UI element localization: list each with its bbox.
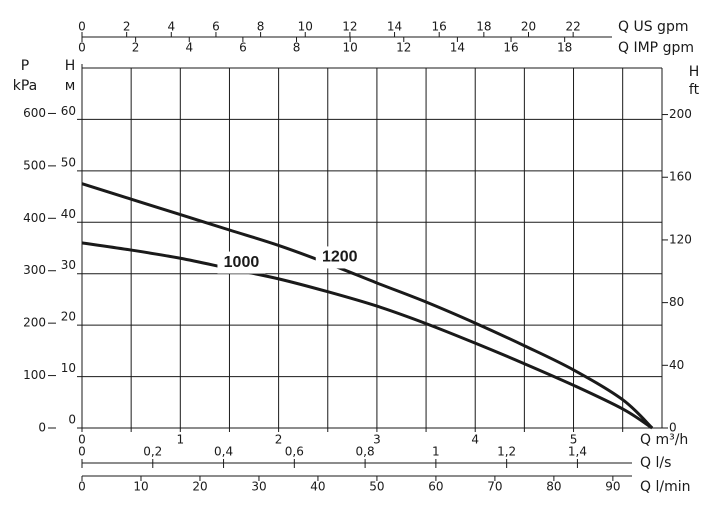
m-label: м xyxy=(65,78,76,94)
curve-label-bg xyxy=(217,251,266,274)
tick-label: 0,6 xyxy=(285,445,304,459)
tick-label: 1 xyxy=(432,445,440,459)
tick-label: 6 xyxy=(212,20,220,34)
tick-label: 400 xyxy=(23,211,46,225)
h-label: H xyxy=(65,58,76,74)
y-tick-label: 50 xyxy=(61,155,76,169)
x-tick-label: 3 xyxy=(373,433,381,447)
tick-label: 10 xyxy=(343,41,358,55)
x-tick-label: 2 xyxy=(275,433,283,447)
ls-label: Q l/s xyxy=(640,455,671,471)
tick-label: 0,2 xyxy=(143,445,162,459)
tick-label: 40 xyxy=(310,480,325,494)
tick-label: 16 xyxy=(432,20,447,34)
tick-label: 90 xyxy=(605,480,620,494)
y-tick-label: 60 xyxy=(61,104,76,118)
y-tick-label: 40 xyxy=(61,207,76,221)
tick-label: 1,2 xyxy=(497,445,516,459)
x-tick-label: 1 xyxy=(176,433,184,447)
tick-label: 600 xyxy=(23,106,46,120)
tick-label: 8 xyxy=(257,20,265,34)
tick-label: 0 xyxy=(78,41,86,55)
tick-label: 0 xyxy=(669,421,677,435)
tick-label: 80 xyxy=(669,295,684,309)
tick-label: 80 xyxy=(546,480,561,494)
tick-label: 0 xyxy=(78,480,86,494)
tick-label: 0,8 xyxy=(356,445,375,459)
tick-label: 16 xyxy=(503,41,518,55)
p-label: P xyxy=(21,58,29,74)
y-tick-label: 20 xyxy=(61,310,76,324)
curve-label: 1200 xyxy=(322,249,358,266)
tick-label: 200 xyxy=(23,316,46,330)
x-tick-label: 5 xyxy=(570,433,578,447)
tick-label: 30 xyxy=(251,480,266,494)
tick-label: 0,4 xyxy=(214,445,233,459)
tick-label: 2 xyxy=(123,20,131,34)
ft-label: ft xyxy=(689,82,700,98)
curve-label: 1000 xyxy=(224,254,260,271)
h-ft-label: H xyxy=(689,64,700,80)
m3h-label: Q m³/h xyxy=(640,432,688,448)
tick-label: 0 xyxy=(38,421,46,435)
tick-label: 2 xyxy=(132,41,140,55)
tick-label: 6 xyxy=(239,41,247,55)
imp-gpm-label: Q IMP gpm xyxy=(618,40,694,56)
tick-label: 200 xyxy=(669,107,692,121)
tick-label: 20 xyxy=(192,480,207,494)
tick-label: 10 xyxy=(298,20,313,34)
x-tick-label: 0 xyxy=(78,433,86,447)
tick-label: 70 xyxy=(487,480,502,494)
tick-label: 8 xyxy=(293,41,301,55)
tick-label: 12 xyxy=(342,20,357,34)
y-tick-label: 0 xyxy=(68,413,76,427)
tick-label: 18 xyxy=(476,20,491,34)
us-gpm-label: Q US gpm xyxy=(618,19,688,35)
kpa-label: kPa xyxy=(13,78,38,94)
tick-label: 160 xyxy=(669,170,692,184)
tick-label: 0 xyxy=(78,20,86,34)
tick-label: 4 xyxy=(167,20,175,34)
tick-label: 50 xyxy=(369,480,384,494)
curve xyxy=(81,241,653,430)
curve-label-bg xyxy=(315,246,364,269)
tick-label: 12 xyxy=(396,41,411,55)
y-tick-label: 10 xyxy=(61,361,76,375)
tick-label: 300 xyxy=(23,263,46,277)
tick-label: 14 xyxy=(387,20,402,34)
tick-label: 4 xyxy=(185,41,193,55)
tick-label: 20 xyxy=(521,20,536,34)
y-tick-label: 30 xyxy=(61,258,76,272)
tick-label: 18 xyxy=(557,41,572,55)
x-tick-label: 4 xyxy=(471,433,479,447)
tick-label: 0 xyxy=(78,445,86,459)
tick-label: 500 xyxy=(23,158,46,172)
tick-label: 100 xyxy=(23,368,46,382)
tick-label: 40 xyxy=(669,358,684,372)
tick-label: 60 xyxy=(428,480,443,494)
tick-label: 10 xyxy=(133,480,148,494)
tick-label: 120 xyxy=(669,232,692,246)
tick-label: 14 xyxy=(450,41,465,55)
tick-label: 22 xyxy=(566,20,581,34)
tick-label: 1,4 xyxy=(568,445,587,459)
curve xyxy=(81,182,654,430)
lmin-label: Q l/min xyxy=(640,479,690,495)
